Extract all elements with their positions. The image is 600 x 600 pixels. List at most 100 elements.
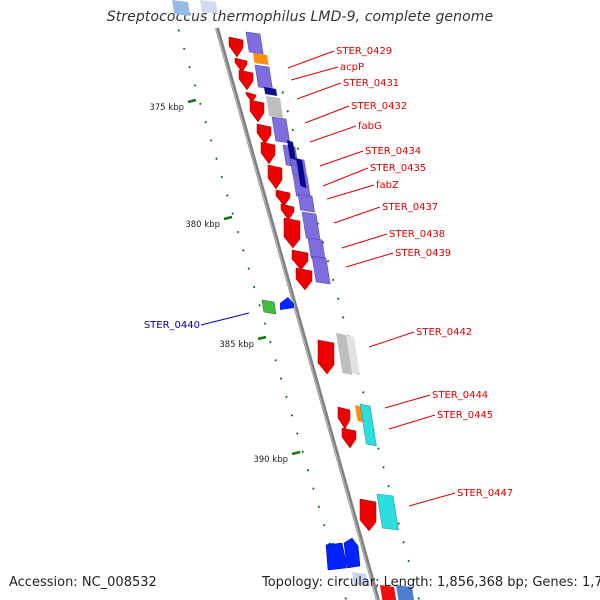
cds-arrow[interactable]	[245, 91, 257, 103]
cds-arrow[interactable]	[337, 406, 351, 430]
gene-leader-line	[322, 167, 369, 187]
cds-arrow[interactable]	[343, 537, 361, 569]
cds-arrow[interactable]	[341, 427, 357, 449]
cds-arrow[interactable]	[295, 267, 313, 291]
gene-label[interactable]: STER_0444	[432, 390, 488, 401]
guide-dot	[242, 249, 245, 252]
genes-label: Genes:	[532, 575, 578, 590]
guide-dot	[301, 450, 304, 454]
kbp-tick-label: 385 kbp	[219, 340, 254, 350]
guide-dot	[412, 578, 416, 582]
cds-arrow[interactable]	[325, 542, 347, 571]
kbp-tick	[257, 335, 267, 341]
guide-dot	[312, 487, 315, 490]
cds-arrow[interactable]	[280, 203, 295, 221]
guide-dot	[341, 316, 345, 319]
gene-leader-line	[290, 66, 339, 81]
green-hit-block	[261, 299, 277, 315]
gene-label[interactable]: STER_0434	[365, 146, 421, 157]
guide-dot	[362, 391, 365, 394]
guide-dot	[317, 505, 321, 509]
guide-dot	[407, 559, 410, 563]
guide-dot	[344, 597, 348, 600]
cds-arrow[interactable]	[359, 498, 377, 532]
blast-hit-block	[297, 193, 315, 213]
gene-leader-line	[326, 184, 375, 200]
gene-label[interactable]: fabG	[358, 121, 382, 132]
blast-hit-block	[200, 0, 218, 14]
gene-label[interactable]: STER_0447	[457, 488, 513, 499]
kbp-tick	[223, 215, 233, 221]
cds-arrow[interactable]	[317, 339, 335, 375]
gene-leader-line	[388, 414, 436, 430]
guide-dot	[382, 465, 385, 469]
length-value: 1,856,368 bp	[437, 575, 524, 590]
grey-hit-block	[346, 335, 361, 375]
gene-label[interactable]: STER_0429	[336, 46, 392, 57]
gene-label[interactable]: STER_0438	[389, 229, 445, 240]
accession-info: Accession: NC_008532	[9, 575, 157, 590]
kbp-tick-label: 380 kbp	[185, 220, 220, 230]
gene-label[interactable]: STER_0437	[382, 202, 438, 213]
gene-label[interactable]: fabZ	[376, 180, 399, 191]
guide-dot	[336, 297, 340, 300]
kbp-tick-label: 390 kbp	[253, 455, 288, 465]
blast-hit-block	[271, 116, 291, 144]
gene-leader-line	[287, 50, 335, 69]
gene-leader-line	[296, 82, 342, 100]
guide-dot	[417, 597, 421, 600]
blast-hit-block	[245, 31, 264, 55]
gene-label[interactable]: STER_0442	[416, 327, 472, 338]
blast-hit-block	[396, 585, 415, 600]
map-title: Streptococcus thermophilus LMD-9, comple…	[106, 9, 494, 25]
cds-arrow[interactable]	[249, 99, 265, 123]
genome-stats: Topology: circular; Length: 1,856,368 bp…	[262, 575, 600, 590]
kbp-tick-label: 375 kbp	[149, 103, 184, 113]
genome-backbone	[215, 27, 380, 600]
guide-dot	[258, 304, 261, 307]
gene-label[interactable]: acpP	[340, 62, 364, 73]
cds-arrow[interactable]	[280, 297, 294, 310]
guide-dot	[331, 278, 335, 282]
guide-dot	[236, 230, 240, 234]
grey-hit-block	[266, 96, 284, 118]
guide-dot	[397, 522, 400, 525]
guide-dot	[204, 120, 207, 124]
cds-arrow[interactable]	[275, 189, 291, 207]
gene-label[interactable]: STER_0435	[370, 163, 426, 174]
cds-arrow[interactable]	[260, 141, 276, 165]
cyan-hit-block	[359, 403, 377, 447]
cds-arrow[interactable]	[291, 249, 309, 271]
kbp-tick	[187, 98, 197, 104]
gene-leader-line	[309, 125, 357, 143]
blast-hit-block	[254, 64, 273, 90]
navy-hit-block	[296, 158, 307, 188]
cds-block	[380, 585, 397, 600]
cds-arrow[interactable]	[256, 123, 272, 145]
guide-dot	[269, 340, 272, 344]
gene-label[interactable]: STER_0439	[395, 248, 451, 259]
guide-dot	[322, 523, 326, 527]
guide-dot	[339, 578, 342, 582]
cds-arrow[interactable]	[283, 217, 301, 249]
gene-label[interactable]: STER_0440	[144, 320, 200, 331]
cds-arrow[interactable]	[238, 69, 254, 91]
accession-label: Accession:	[9, 575, 78, 590]
cds-arrow[interactable]	[228, 36, 244, 58]
cds-arrow[interactable]	[267, 164, 283, 190]
guide-dot	[188, 65, 191, 69]
grey-hit-block	[336, 333, 353, 375]
guide-dot	[247, 267, 251, 271]
cds-arrow[interactable]	[234, 57, 248, 73]
guide-dot	[177, 29, 181, 32]
gene-label[interactable]: STER_0432	[351, 101, 407, 112]
gene-leader-line	[341, 233, 388, 249]
gene-label[interactable]: STER_0445	[437, 410, 493, 421]
blast-hit-block	[311, 255, 331, 285]
gene-label[interactable]: STER_0431	[343, 78, 399, 89]
gene-leader-line	[384, 394, 431, 409]
guide-dot	[281, 91, 285, 94]
gene-leader-line	[408, 492, 456, 507]
